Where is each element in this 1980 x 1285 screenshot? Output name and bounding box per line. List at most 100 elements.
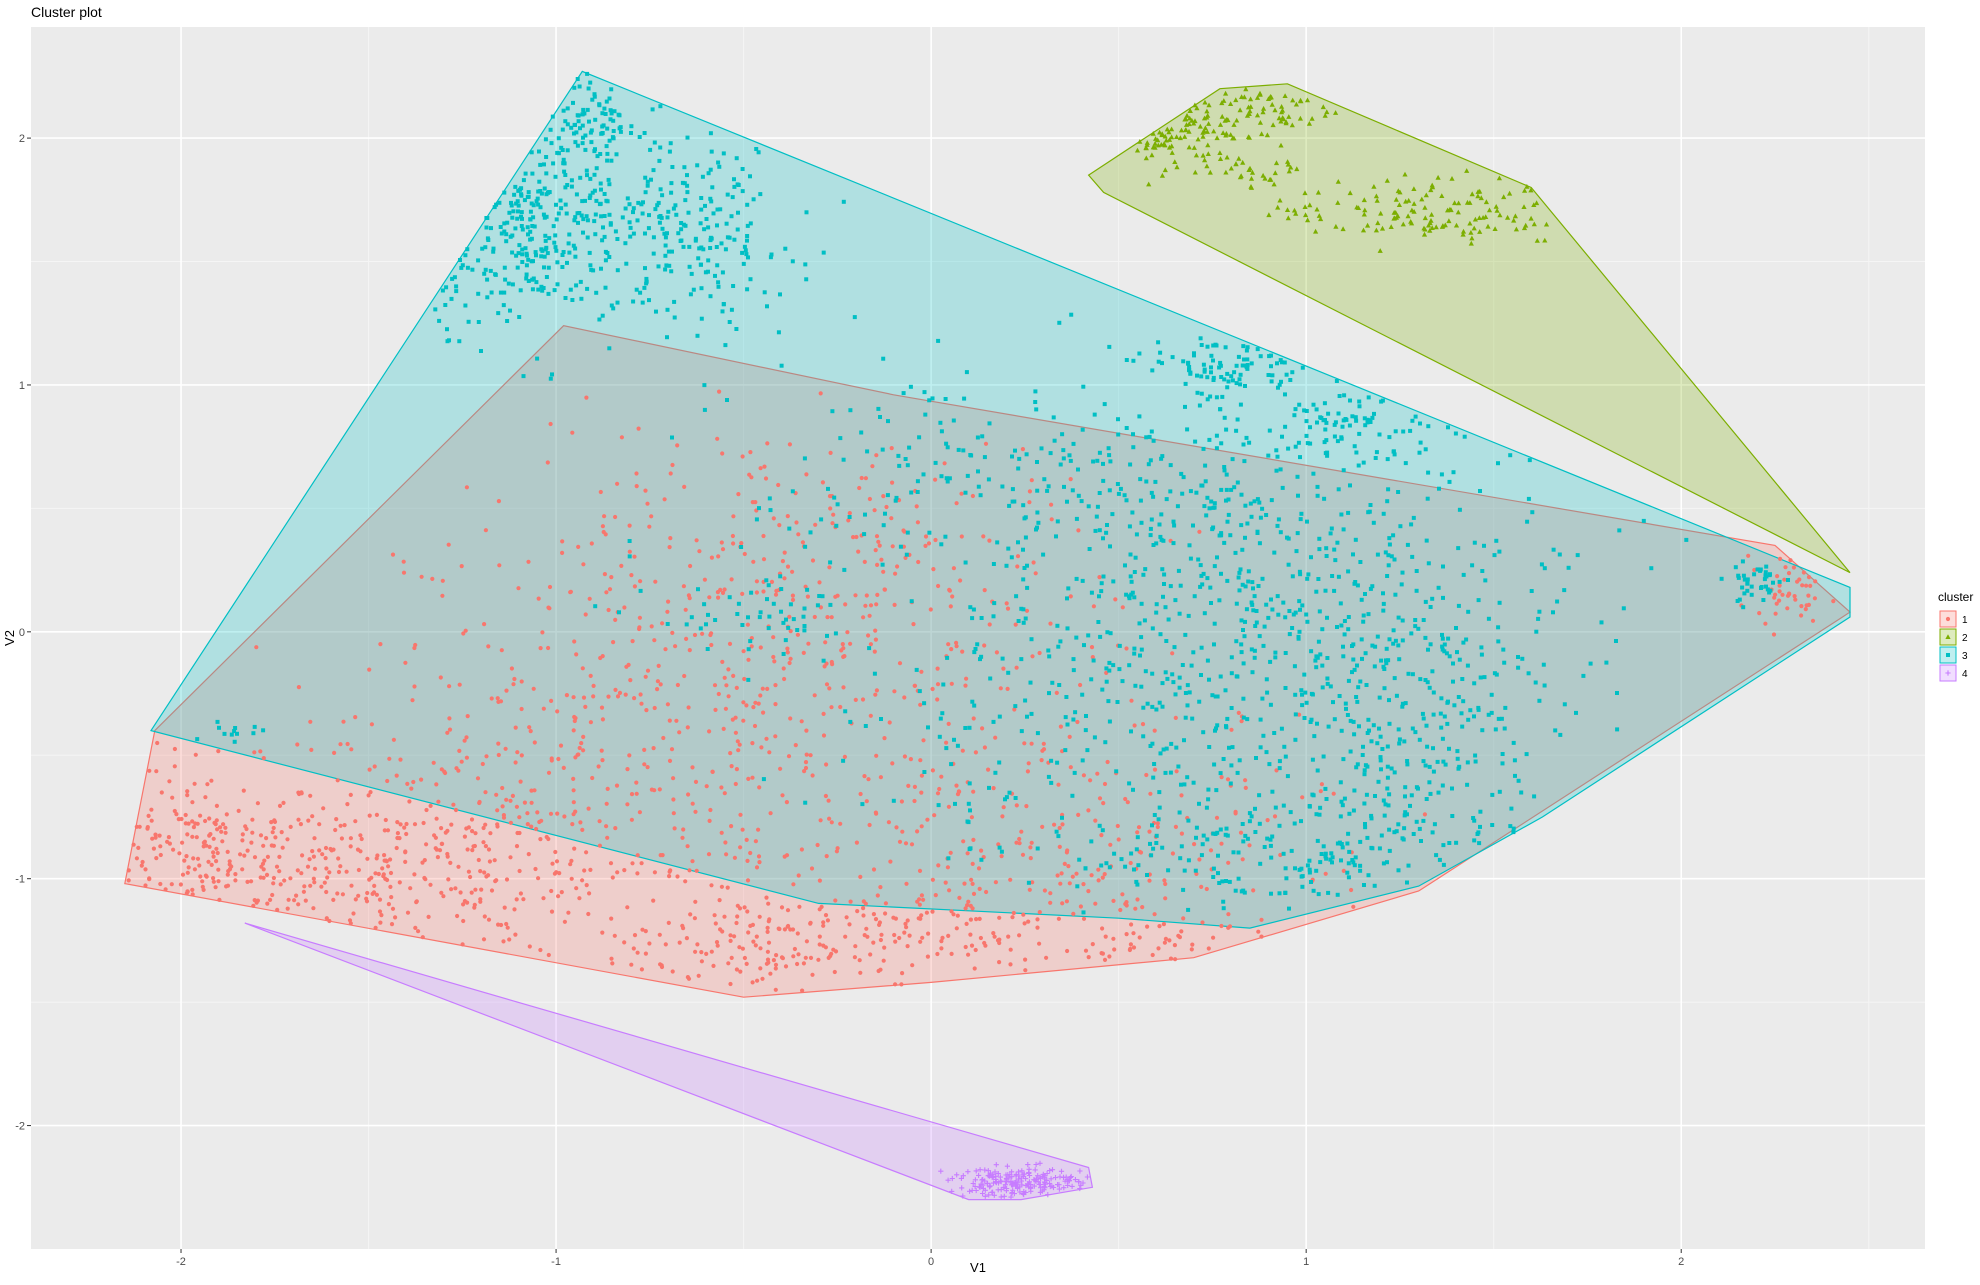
cluster-1-point xyxy=(863,603,868,608)
cluster-1-point xyxy=(349,747,354,752)
cluster-1-point xyxy=(145,826,150,831)
cluster-1-point xyxy=(420,935,425,940)
cluster-3-point xyxy=(561,108,566,113)
cluster-3-point xyxy=(1486,616,1491,621)
cluster-3-point xyxy=(1176,568,1181,573)
cluster-1-point xyxy=(843,602,848,607)
cluster-1-point xyxy=(236,808,241,814)
cluster-1-point xyxy=(933,537,938,543)
cluster-3-point xyxy=(505,220,510,225)
cluster-3-point xyxy=(702,602,707,607)
cluster-3-point xyxy=(1465,760,1470,765)
cluster-1-point xyxy=(932,813,937,818)
cluster-3-point xyxy=(1243,503,1248,508)
cluster-3-point xyxy=(886,419,890,424)
cluster-3-point xyxy=(539,191,544,196)
cluster-3-point xyxy=(1252,655,1257,660)
cluster-1-point xyxy=(568,862,573,867)
cluster-1-point xyxy=(496,499,501,504)
cluster-3-point xyxy=(790,259,795,264)
cluster-1-point xyxy=(1039,758,1044,763)
cluster-3-point xyxy=(1297,629,1302,634)
cluster-1-point xyxy=(1251,888,1256,893)
cluster-1-point xyxy=(512,676,517,682)
cluster-1-point xyxy=(773,592,779,597)
cluster-1-point xyxy=(983,441,989,446)
cluster-3-point xyxy=(922,701,927,706)
cluster-3-point xyxy=(1189,663,1194,668)
cluster-3-point xyxy=(1183,404,1187,409)
cluster-3-point xyxy=(1371,520,1376,525)
cluster-3-point xyxy=(1539,562,1544,567)
cluster-3-point xyxy=(791,617,796,622)
cluster-3-point xyxy=(1247,811,1252,816)
cluster-1-point xyxy=(1089,645,1095,650)
cluster-1-point xyxy=(202,839,207,844)
cluster-1-point xyxy=(981,534,986,539)
cluster-3-point xyxy=(1387,848,1392,853)
cluster-3-point xyxy=(496,311,501,316)
cluster-3-point xyxy=(1243,833,1248,838)
cluster-1-point xyxy=(827,565,832,570)
cluster-2-point xyxy=(1397,189,1403,195)
cluster-3-point xyxy=(1047,654,1052,659)
cluster-3-point xyxy=(1401,429,1406,434)
cluster-1-point xyxy=(753,943,758,948)
cluster-3-point xyxy=(1240,822,1245,826)
cluster-3-point xyxy=(1190,716,1195,721)
cluster-3-point xyxy=(1235,480,1240,485)
cluster-1-point xyxy=(965,903,970,908)
cluster-3-point xyxy=(1397,741,1402,746)
cluster-3-point xyxy=(1406,863,1411,868)
cluster-1-point xyxy=(548,421,553,427)
cluster-3-point xyxy=(1168,489,1173,494)
cluster-3-point xyxy=(1118,486,1123,491)
cluster-3-point xyxy=(1244,365,1249,370)
cluster-3-point xyxy=(689,271,694,276)
cluster-1-point xyxy=(1081,916,1087,921)
cluster-4-point xyxy=(1008,1182,1015,1188)
cluster-3-point xyxy=(1427,780,1432,785)
cluster-3-point xyxy=(735,612,740,616)
cluster-3-point xyxy=(1393,592,1398,597)
cluster-1-point xyxy=(569,858,574,864)
cluster-2-point xyxy=(1249,169,1256,175)
cluster-3-point xyxy=(518,288,523,293)
cluster-1-point xyxy=(1133,906,1138,911)
cluster-2-point xyxy=(1146,181,1152,187)
cluster-1-point xyxy=(750,741,755,746)
y-tick-label: 1 xyxy=(19,380,25,392)
cluster-3-point xyxy=(440,288,445,293)
cluster-1-point xyxy=(209,778,214,783)
cluster-3-point xyxy=(650,107,655,112)
cluster-1-point xyxy=(604,824,609,829)
cluster-1-point xyxy=(374,856,379,861)
cluster-3-point xyxy=(970,616,975,621)
cluster-3-point xyxy=(1097,491,1102,495)
cluster-2-point xyxy=(1260,172,1266,178)
cluster-1-point xyxy=(681,584,687,589)
cluster-3-point xyxy=(1158,632,1163,637)
cluster-3-point xyxy=(1344,706,1348,711)
cluster-3-point xyxy=(978,657,982,662)
cluster-3-point xyxy=(894,495,899,500)
cluster-3-point xyxy=(1283,754,1288,759)
cluster-1-point xyxy=(420,860,425,865)
cluster-2-point xyxy=(1456,200,1462,206)
cluster-3-point xyxy=(587,196,592,200)
cluster-3-point xyxy=(561,250,566,254)
cluster-1-point xyxy=(993,880,999,885)
cluster-3-point xyxy=(1341,757,1346,762)
cluster-3-point xyxy=(1193,868,1198,873)
y-tick-label: -1 xyxy=(15,874,25,886)
cluster-1-point xyxy=(1042,888,1047,893)
cluster-3-point xyxy=(1292,413,1297,418)
cluster-1-point xyxy=(504,877,510,882)
cluster-3-point xyxy=(745,223,750,228)
x-tick-label: 0 xyxy=(928,1256,934,1268)
cluster-3-point xyxy=(1143,669,1148,674)
cluster-3-point xyxy=(611,118,616,123)
cluster-3-point xyxy=(1106,446,1111,451)
cluster-1-point xyxy=(658,853,663,858)
